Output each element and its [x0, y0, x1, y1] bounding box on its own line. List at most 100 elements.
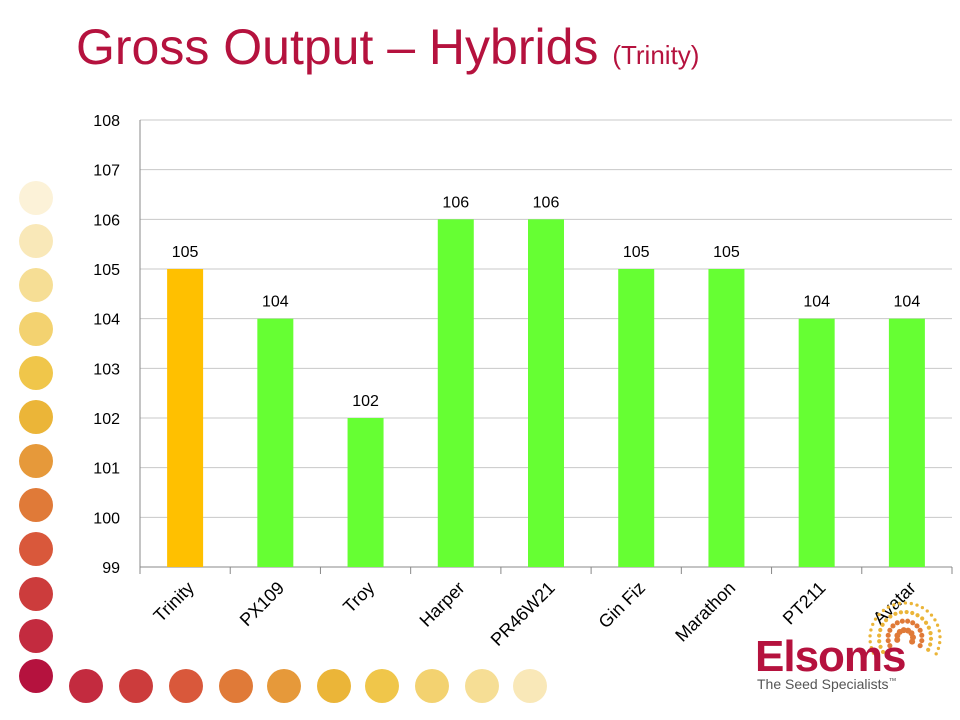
seed-burst-icon: [868, 601, 942, 660]
seed-dot: [920, 616, 925, 621]
seed-dot: [915, 613, 920, 618]
decorative-dot: [415, 669, 449, 703]
x-tick-label: PR46W21: [487, 578, 559, 650]
x-tick-label: Harper: [416, 578, 469, 631]
seed-dot: [873, 617, 878, 621]
data-label: 106: [442, 194, 469, 211]
seed-dot: [892, 603, 896, 607]
seed-dot: [936, 646, 941, 651]
seed-dot: [928, 636, 934, 641]
decorative-dot: [19, 488, 53, 522]
seed-dot: [887, 627, 893, 633]
bar: [708, 269, 745, 567]
slide-title-text: Gross Output – Hybrids: [76, 19, 599, 75]
seed-dot: [894, 636, 901, 643]
data-label: 106: [533, 194, 560, 211]
seed-dot: [877, 612, 881, 617]
seed-dot: [893, 611, 898, 616]
bar: [528, 219, 564, 568]
seed-dot: [868, 634, 872, 638]
seed-dot: [887, 643, 893, 649]
y-tick-label: 107: [93, 163, 120, 180]
decorative-dot: [465, 669, 499, 703]
seed-dot: [938, 635, 942, 639]
y-tick-label: 103: [93, 361, 120, 378]
slide-subtitle: (Trinity): [612, 40, 700, 70]
seed-dot: [885, 638, 891, 644]
seed-dot: [869, 645, 873, 650]
bar: [167, 269, 204, 567]
seed-dot: [894, 620, 900, 626]
bar: [347, 418, 384, 567]
y-tick-label: 102: [93, 411, 120, 428]
x-tick-label: Marathon: [671, 578, 739, 646]
seed-dot: [871, 622, 875, 627]
seed-dot: [871, 651, 876, 655]
seed-dot: [914, 623, 920, 629]
seed-dot: [934, 652, 938, 656]
seed-dot: [888, 614, 893, 619]
y-tick-label: 99: [102, 560, 120, 577]
data-label: 105: [713, 244, 740, 261]
seed-dot: [937, 629, 941, 633]
seed-dot: [881, 608, 886, 613]
decorative-dot: [19, 619, 53, 653]
decorative-dot: [317, 669, 351, 703]
seed-dot: [928, 631, 933, 636]
seed-dot: [929, 613, 934, 617]
logo-tagline-text: The Seed Specialists: [757, 676, 889, 692]
seed-dot: [905, 618, 911, 624]
data-label: 104: [894, 294, 921, 311]
bar: [888, 318, 925, 567]
seed-dot: [926, 647, 931, 652]
y-tick-label: 100: [93, 510, 120, 527]
seed-dot: [897, 601, 902, 606]
seed-dot: [923, 620, 929, 625]
seed-dot: [868, 640, 872, 644]
data-label: 104: [262, 294, 289, 311]
seed-dot: [877, 633, 882, 638]
seed-dot: [917, 643, 923, 649]
slide-title: Gross Output – Hybrids (Trinity): [76, 18, 699, 76]
seed-dot: [885, 632, 891, 638]
x-tick-label: Gin Fiz: [595, 578, 649, 632]
decorative-dot: [69, 669, 103, 703]
seed-dot: [915, 603, 919, 607]
data-label: 102: [352, 393, 379, 410]
seed-dot: [910, 620, 916, 626]
seed-dot: [938, 640, 942, 645]
seed-dot: [883, 618, 889, 623]
seed-dot: [919, 638, 925, 644]
seed-dot: [880, 649, 886, 655]
decorative-dot: [19, 400, 53, 434]
decorative-dot: [19, 356, 53, 390]
decorative-dot: [19, 532, 53, 566]
seed-dot: [886, 605, 891, 609]
decorative-dot: [19, 312, 53, 346]
seed-dot: [874, 656, 879, 660]
seed-dot: [869, 628, 873, 632]
bar: [618, 269, 655, 567]
seed-dot: [890, 623, 896, 629]
seed-dot: [899, 618, 905, 624]
decorative-dot: [19, 577, 53, 611]
y-tick-label: 104: [93, 312, 120, 329]
seed-dot: [894, 632, 901, 639]
data-label: 104: [803, 294, 830, 311]
seed-dot: [910, 610, 915, 616]
logo-trademark: ™: [888, 676, 897, 686]
seed-dot: [909, 601, 913, 606]
seed-dot: [877, 639, 882, 644]
seed-dot: [903, 601, 908, 605]
seed-dot: [904, 609, 909, 615]
seed-dot: [898, 610, 904, 615]
decorative-dot: [513, 669, 547, 703]
y-tick-label: 101: [93, 461, 120, 478]
decorative-dot: [169, 669, 203, 703]
seed-dot: [917, 627, 923, 633]
plot-area: 99 100 101 102 103 104 105 106 107 108 105 Trinity 1…: [93, 113, 953, 650]
seed-dot: [925, 609, 929, 613]
decorative-dot: [119, 669, 153, 703]
y-tick-label: 105: [93, 262, 120, 279]
